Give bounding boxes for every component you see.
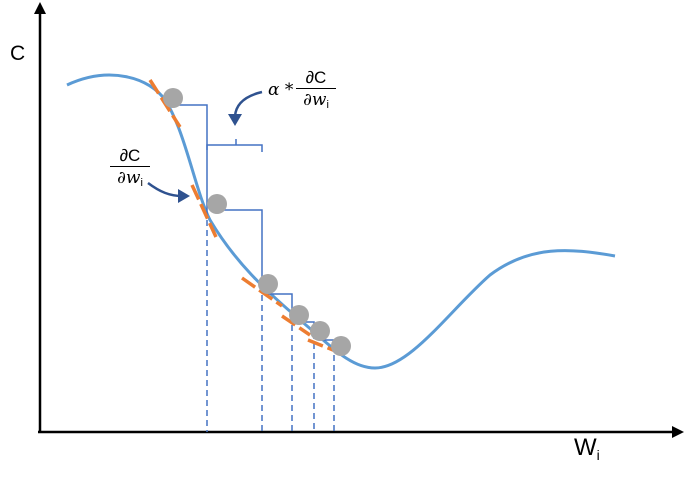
x-axis-arrowhead xyxy=(672,426,684,438)
step-denominator: ∂wi xyxy=(303,90,329,112)
ball xyxy=(331,336,351,356)
x-axis-label: Wi xyxy=(574,434,600,463)
ball xyxy=(289,305,309,325)
step-fraction-bar xyxy=(296,88,336,89)
step-arrow xyxy=(233,90,263,117)
gradient-denominator: ∂wi xyxy=(117,168,143,190)
ball xyxy=(310,321,330,341)
ball xyxy=(258,274,278,294)
tangent-line xyxy=(190,184,218,238)
y-axis-arrowhead xyxy=(34,2,46,14)
ball xyxy=(207,194,227,214)
gradient-arrow xyxy=(147,181,183,198)
gradient-fraction-bar xyxy=(110,166,150,167)
step-arrowhead xyxy=(228,114,242,126)
tangent-segments xyxy=(148,79,339,354)
cost-curve xyxy=(66,73,616,370)
descent-points xyxy=(163,88,351,356)
step-numerator: ∂C xyxy=(305,68,327,87)
step-size-bracket xyxy=(206,139,263,152)
step-prefix: α * xyxy=(268,80,294,100)
x-axis-label-sub: i xyxy=(596,447,600,463)
step-2 xyxy=(217,209,263,285)
ball xyxy=(163,88,183,108)
step-1 xyxy=(173,104,208,210)
gradient-fraction: ∂C ∂wi xyxy=(110,146,150,193)
gradient-numerator: ∂C xyxy=(119,146,141,165)
dashed-drop-lines xyxy=(206,210,335,432)
step-lines xyxy=(173,104,335,345)
y-axis-label: C xyxy=(10,42,26,65)
tangent-line xyxy=(281,314,311,337)
gradient-arrowhead xyxy=(178,189,190,203)
step-fraction: ∂C ∂wi xyxy=(296,68,336,115)
x-axis-label-main: W xyxy=(574,434,597,461)
